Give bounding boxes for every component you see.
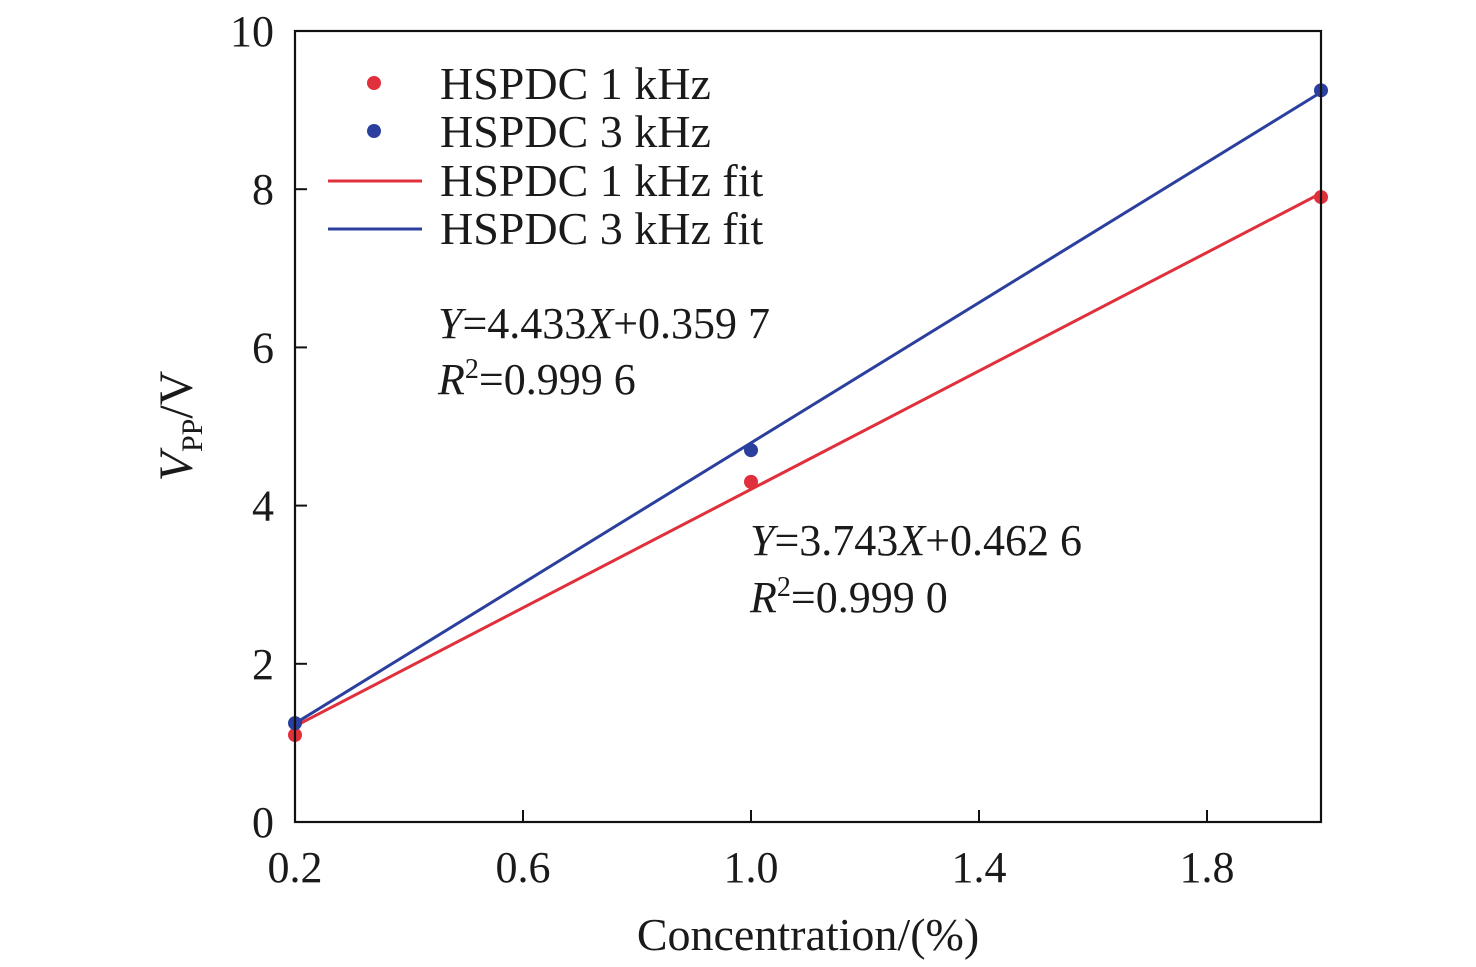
y-tick-label: 2: [252, 640, 274, 689]
y-axis-title: VPP/V: [150, 370, 209, 481]
legend-marker-1khz: [367, 76, 381, 90]
fit-line-hspdc-3-khz-fit: [294, 90, 1322, 725]
x-tick-label: 1.8: [1180, 843, 1235, 892]
legend-label-1khz: HSPDC 1 kHz: [440, 58, 711, 109]
plot-frame: [293, 29, 1323, 824]
y-tick-label: 0: [252, 798, 274, 847]
data-point-hspdc-3-khz: [744, 443, 758, 458]
y-tick-label: 6: [252, 323, 274, 372]
y-tick-label: 8: [252, 165, 274, 214]
fit-lines: [294, 90, 1322, 728]
legend-marker-3khz: [367, 124, 381, 138]
x-tick-label: 0.2: [268, 843, 323, 892]
legend-label-3khz: HSPDC 3 kHz: [440, 106, 711, 157]
legend: HSPDC 1 kHz HSPDC 3 kHz HSPDC 1 kHz fit …: [328, 58, 764, 254]
annotation-1khz: Y=3.743X+0.462 6 R2=0.999 0: [749, 516, 1082, 622]
r-squared-1khz: R2=0.999 0: [749, 572, 948, 622]
x-tick-label: 0.6: [496, 843, 551, 892]
equation-3khz: Y=4.433X+0.359 7: [438, 299, 770, 348]
ticks-layer: 0.2 0.6 1.0 1.4 1.8 0 2 4 6 8 10: [230, 7, 1235, 892]
y-tick-label: 4: [252, 482, 274, 531]
x-tick-label: 1.4: [952, 843, 1007, 892]
x-axis-title: Concentration/(%): [637, 909, 979, 960]
annotation-3khz: Y=4.433X+0.359 7 R2=0.999 6: [437, 299, 770, 404]
data-point-hspdc-1-khz: [744, 474, 758, 489]
x-tick-label: 1.0: [724, 843, 779, 892]
legend-label-3khz-fit: HSPDC 3 kHz fit: [440, 203, 764, 254]
y-tick-label: 10: [230, 7, 274, 56]
legend-label-1khz-fit: HSPDC 1 kHz fit: [440, 155, 764, 206]
r-squared-3khz: R2=0.999 6: [437, 354, 636, 404]
equation-1khz: Y=3.743X+0.462 6: [750, 516, 1082, 565]
fit-line-hspdc-1-khz-fit: [294, 191, 1322, 728]
